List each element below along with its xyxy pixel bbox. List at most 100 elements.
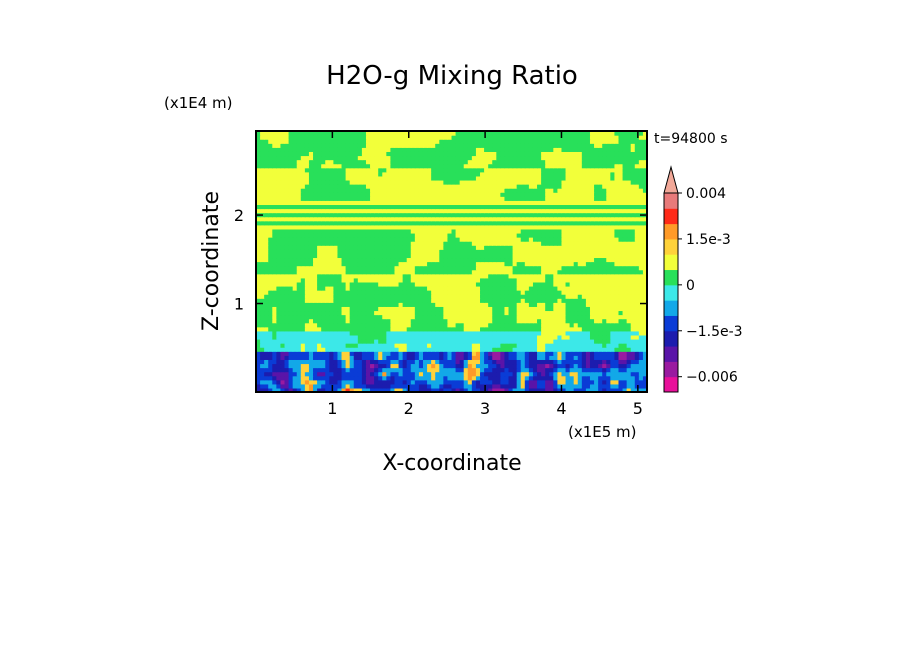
- field-cell: [378, 363, 383, 369]
- field-cell: [569, 212, 575, 218]
- field-cell: [345, 294, 351, 299]
- field-cell: [589, 249, 595, 254]
- field-cell: [520, 306, 526, 312]
- field-cell: [280, 334, 286, 340]
- field-cell: [276, 257, 282, 263]
- field-cell: [272, 326, 277, 332]
- field-cell: [325, 208, 330, 214]
- field-cell: [370, 314, 375, 320]
- field-cell: [484, 277, 489, 283]
- field-cell: [284, 204, 290, 210]
- field-cell: [341, 379, 347, 385]
- field-cell: [284, 383, 290, 389]
- field-cell: [614, 338, 620, 344]
- field-cell: [402, 379, 408, 385]
- field-cell: [589, 314, 595, 320]
- field-cell: [435, 269, 440, 275]
- field-cell: [602, 281, 607, 287]
- field-cell: [337, 302, 343, 307]
- field-cell: [272, 322, 277, 328]
- field-cell: [553, 330, 558, 336]
- field-cell: [524, 379, 530, 385]
- field-cell: [410, 208, 416, 214]
- field-cell: [459, 367, 465, 373]
- field-cell: [264, 245, 269, 250]
- field-cell: [480, 216, 485, 222]
- field-cell: [455, 232, 461, 238]
- field-cell: [516, 306, 522, 312]
- field-cell: [288, 351, 294, 356]
- field-cell: [402, 208, 408, 214]
- field-cell: [475, 387, 481, 392]
- field-cell: [537, 379, 542, 385]
- field-cell: [606, 273, 611, 279]
- field-cell: [577, 310, 583, 316]
- field-cell: [475, 232, 481, 238]
- field-cell: [577, 212, 583, 218]
- field-cell: [528, 338, 534, 344]
- field-cell: [561, 224, 567, 230]
- field-cell: [520, 318, 526, 324]
- field-cell: [313, 277, 318, 283]
- field-cell: [594, 204, 599, 210]
- field-cell: [292, 232, 298, 238]
- field-cell: [504, 318, 510, 324]
- field-cell: [630, 338, 636, 344]
- field-cell: [500, 212, 506, 218]
- field-cell: [272, 302, 277, 307]
- field-cell: [638, 322, 644, 328]
- field-cell: [553, 367, 558, 373]
- field-cell: [492, 318, 497, 324]
- field-cell: [451, 184, 457, 189]
- field-cell: [349, 371, 355, 377]
- field-cell: [414, 359, 420, 365]
- field-cell: [463, 306, 469, 312]
- field-cell: [398, 212, 404, 218]
- field-cell: [357, 310, 363, 316]
- field-cell: [471, 306, 477, 312]
- field-cell: [422, 245, 428, 250]
- field-cell: [439, 371, 444, 377]
- field-cell: [427, 249, 432, 254]
- field-cell: [333, 290, 339, 295]
- field-cell: [545, 216, 550, 222]
- field-cell: [304, 228, 310, 234]
- field-cell: [459, 322, 465, 328]
- field-cell: [260, 371, 265, 377]
- field-cell: [618, 334, 624, 340]
- field-cell: [537, 200, 542, 206]
- field-cell: [561, 387, 567, 392]
- field-cell: [402, 224, 408, 230]
- field-cell: [496, 383, 501, 389]
- field-cell: [569, 285, 575, 291]
- field-cell: [337, 192, 343, 197]
- field-cell: [537, 196, 542, 201]
- field-cell: [280, 359, 286, 365]
- field-cell: [537, 232, 542, 238]
- field-cell: [606, 290, 611, 295]
- field-cell: [370, 383, 375, 389]
- field-cell: [431, 387, 436, 392]
- field-cell: [475, 294, 481, 299]
- field-cell: [337, 228, 343, 234]
- field-cell: [553, 204, 558, 210]
- field-cell: [500, 285, 506, 291]
- field-cell: [504, 196, 510, 201]
- field-cell: [589, 334, 595, 340]
- field-cell: [634, 249, 640, 254]
- field-cell: [272, 261, 277, 267]
- field-cell: [345, 347, 351, 352]
- field-cell: [402, 294, 408, 299]
- field-cell: [557, 351, 563, 356]
- field-cell: [439, 294, 444, 299]
- field-cell: [317, 216, 322, 222]
- field-cell: [443, 184, 449, 189]
- field-cell: [565, 261, 571, 267]
- field-cell: [292, 330, 298, 336]
- field-cell: [602, 228, 607, 234]
- field-cell: [585, 179, 591, 185]
- field-cell: [418, 277, 424, 283]
- field-cell: [329, 285, 334, 291]
- field-cell: [260, 277, 265, 283]
